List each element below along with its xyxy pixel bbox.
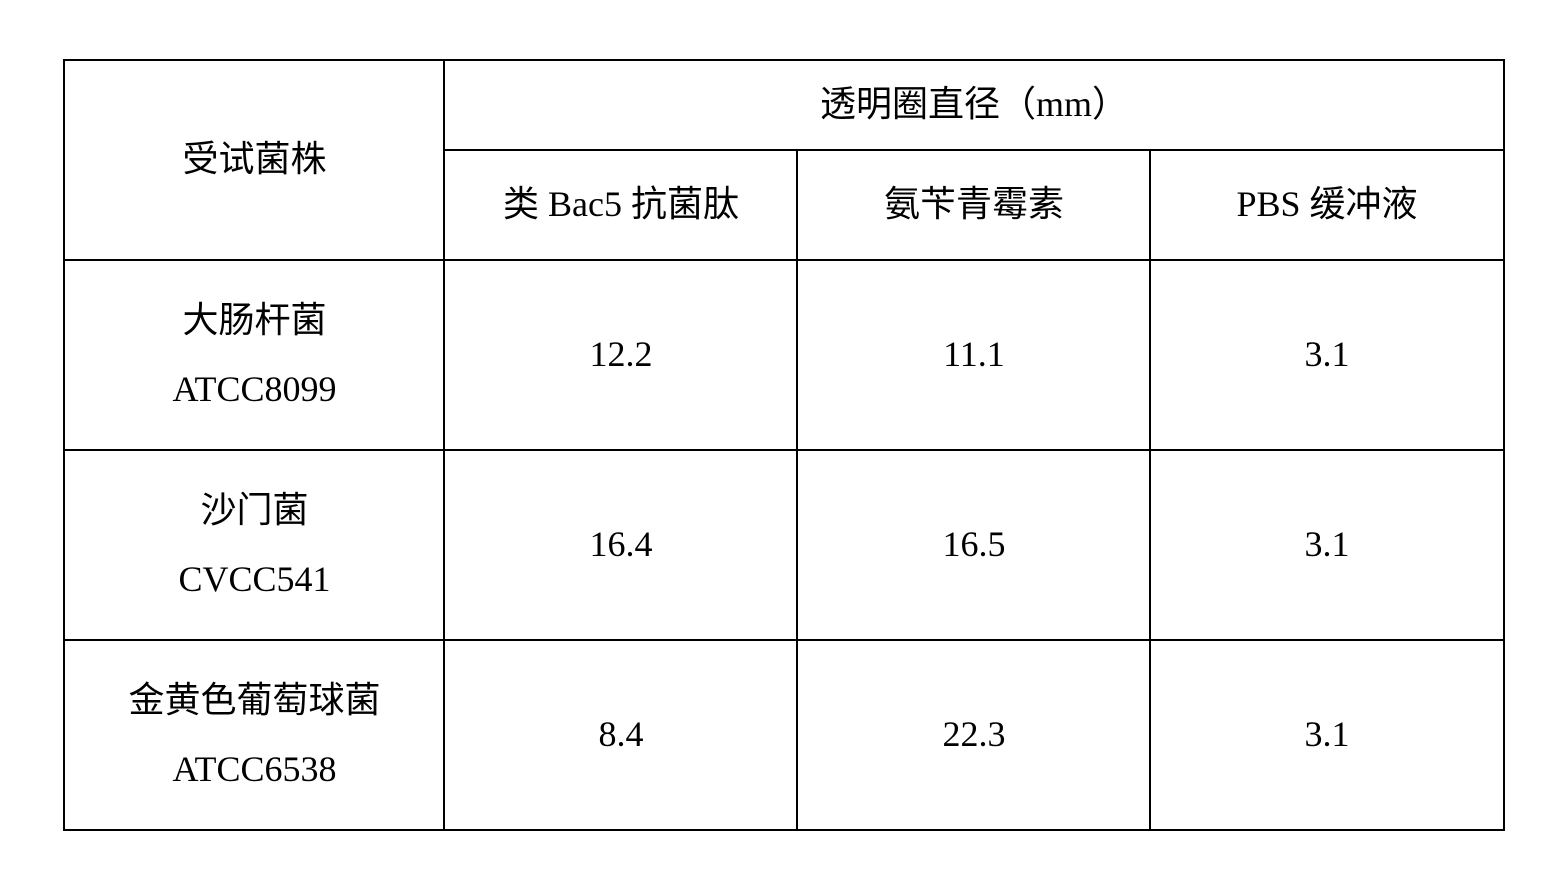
data-cell: 3.1 (1150, 260, 1503, 450)
column-header: 类 Bac5 抗菌肽 (444, 150, 797, 260)
strain-name: 沙门菌 (73, 476, 435, 544)
data-cell: 16.5 (797, 450, 1150, 640)
column-header: 氨苄青霉素 (797, 150, 1150, 260)
data-cell: 22.3 (797, 640, 1150, 830)
strain-label: 沙门菌 CVCC541 (64, 450, 444, 640)
row-header-label: 受试菌株 (64, 60, 444, 260)
strain-label: 金黄色葡萄球菌 ATCC6538 (64, 640, 444, 830)
data-table: 受试菌株 透明圈直径（mm） 类 Bac5 抗菌肽 氨苄青霉素 PBS 缓冲液 … (63, 59, 1504, 831)
table-row: 沙门菌 CVCC541 16.4 16.5 3.1 (64, 450, 1503, 640)
strain-code: ATCC8099 (73, 355, 435, 423)
table-row: 金黄色葡萄球菌 ATCC6538 8.4 22.3 3.1 (64, 640, 1503, 830)
data-cell: 8.4 (444, 640, 797, 830)
table-row: 大肠杆菌 ATCC8099 12.2 11.1 3.1 (64, 260, 1503, 450)
data-cell: 11.1 (797, 260, 1150, 450)
strain-name: 大肠杆菌 (73, 286, 435, 354)
data-cell: 12.2 (444, 260, 797, 450)
strain-label: 大肠杆菌 ATCC8099 (64, 260, 444, 450)
strain-code: ATCC6538 (73, 735, 435, 803)
data-cell: 16.4 (444, 450, 797, 640)
strain-name: 金黄色葡萄球菌 (73, 666, 435, 734)
data-cell: 3.1 (1150, 640, 1503, 830)
strain-code: CVCC541 (73, 545, 435, 613)
table-header-row-1: 受试菌株 透明圈直径（mm） (64, 60, 1503, 150)
data-cell: 3.1 (1150, 450, 1503, 640)
column-header: PBS 缓冲液 (1150, 150, 1503, 260)
group-header-label: 透明圈直径（mm） (444, 60, 1503, 150)
